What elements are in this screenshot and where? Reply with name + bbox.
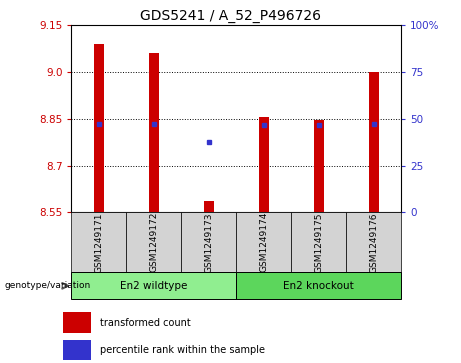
Bar	[126, 212, 181, 272]
Text: GSM1249173: GSM1249173	[204, 212, 213, 273]
Text: percentile rank within the sample: percentile rank within the sample	[100, 345, 265, 355]
Bar	[181, 212, 236, 272]
Bar	[63, 312, 91, 333]
Bar	[314, 121, 324, 212]
Text: GSM1249171: GSM1249171	[95, 212, 103, 273]
Text: transformed count: transformed count	[100, 318, 191, 328]
Text: GDS5241 / A_52_P496726: GDS5241 / A_52_P496726	[140, 9, 321, 23]
Text: genotype/variation: genotype/variation	[5, 281, 91, 290]
Text: GSM1249176: GSM1249176	[369, 212, 378, 273]
Bar	[71, 212, 126, 272]
Text: GSM1249172: GSM1249172	[149, 212, 159, 273]
Bar	[204, 201, 214, 212]
Text: GSM1249174: GSM1249174	[259, 212, 268, 273]
Text: GSM1249175: GSM1249175	[314, 212, 323, 273]
Bar	[149, 53, 159, 212]
Bar	[94, 44, 104, 212]
Bar	[63, 340, 91, 360]
Bar	[369, 72, 378, 212]
Bar	[236, 212, 291, 272]
Bar	[259, 117, 269, 212]
Bar	[236, 272, 401, 299]
Text: En2 knockout: En2 knockout	[284, 281, 354, 291]
Text: En2 wildtype: En2 wildtype	[120, 281, 188, 291]
Bar	[346, 212, 401, 272]
Bar	[291, 212, 346, 272]
Bar	[71, 272, 236, 299]
